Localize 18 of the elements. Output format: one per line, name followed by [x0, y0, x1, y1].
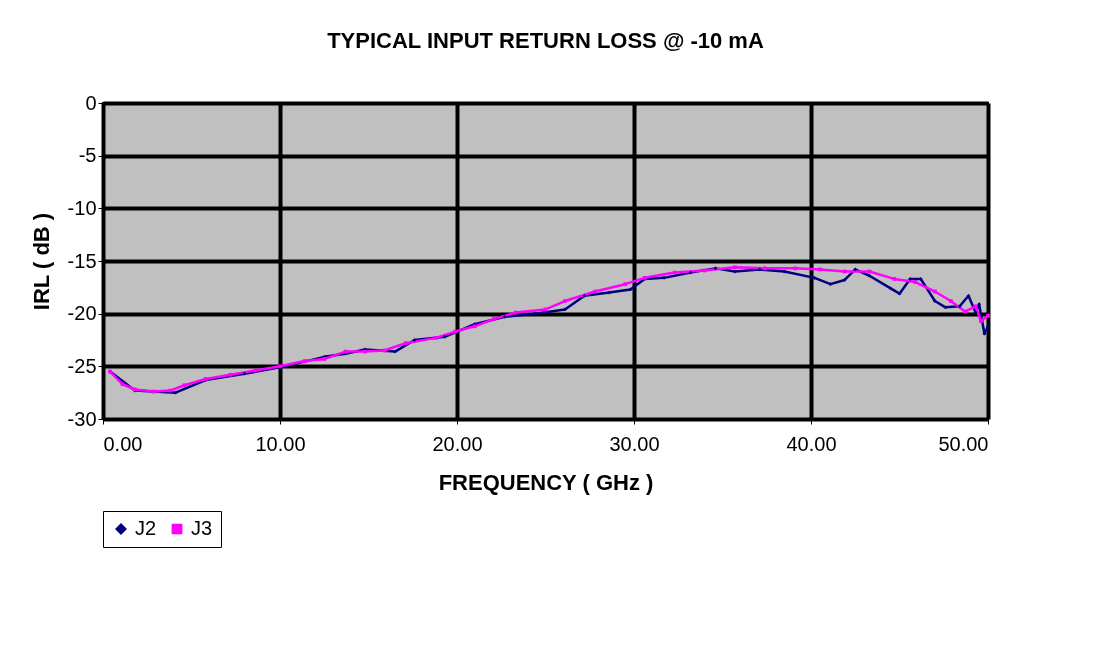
- legend-label: J2: [135, 517, 157, 539]
- y-tick-label: -5: [78, 144, 97, 167]
- x-axis-title: FREQUENCY ( GHz ): [438, 469, 654, 495]
- x-tick-label: 0.00: [103, 432, 143, 455]
- y-tick-label: -30: [67, 407, 97, 430]
- y-tick-label: -25: [67, 354, 97, 377]
- y-tick-label: -15: [67, 249, 97, 272]
- x-tick-label: 30.00: [609, 432, 660, 455]
- legend-label: J3: [191, 517, 213, 539]
- x-tick-label: 10.00: [255, 432, 306, 455]
- chart-title: TYPICAL INPUT RETURN LOSS @ -10 mA: [327, 28, 764, 53]
- y-tick-label: -20: [67, 302, 97, 325]
- x-tick-label: 50.00: [938, 432, 989, 455]
- y-axis-title: IRL ( dB ): [28, 212, 54, 311]
- y-tick-label: -10: [67, 196, 97, 219]
- y-tick-label: 0: [85, 91, 97, 114]
- x-tick-label: 20.00: [432, 432, 483, 455]
- x-tick-label: 40.00: [786, 432, 837, 455]
